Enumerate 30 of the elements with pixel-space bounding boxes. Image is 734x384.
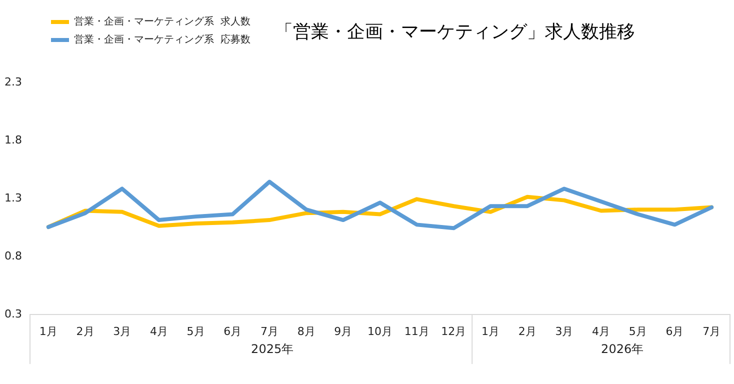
legend-label: 営業・企画・マーケティング系 求人数: [74, 16, 250, 28]
x-tick-label: 8月: [297, 325, 316, 338]
x-tick-label: 9月: [334, 325, 352, 338]
line-series: [46, 180, 714, 230]
text: 2025年: [251, 342, 294, 356]
x-tick-label: 2月: [76, 325, 94, 338]
x-tick-label: 5月: [628, 325, 647, 338]
text: 2026年: [601, 342, 644, 356]
y-tick-label: 0.8: [4, 250, 22, 262]
x-tick-label: 1月: [39, 325, 58, 338]
x-tick-label: 5月: [186, 325, 205, 338]
x-tick-label: 3月: [555, 325, 574, 338]
x-tick-label: 4月: [150, 325, 168, 338]
x-tick-label: 6月: [224, 325, 242, 338]
y-tick-label: 2.3: [4, 76, 22, 88]
x-tick-label: 7月: [260, 325, 278, 338]
legend-label: 営業・企画・マーケティング系 応募数: [74, 34, 250, 46]
x-tick-label: 7月: [702, 325, 721, 338]
x-tick-label: 2月: [518, 325, 536, 338]
x-tick-label: 6月: [666, 325, 684, 338]
x-tick-label: 1月: [482, 325, 500, 338]
chart-title: 「営業・企画・マーケティング」求人数推移: [275, 22, 635, 42]
y-tick-label: 1.8: [4, 134, 22, 146]
x-tick-label: 11月: [404, 325, 430, 338]
x-tick-label: 10月: [368, 325, 392, 338]
x-tick-label: 3月: [113, 325, 132, 338]
y-tick-label: 0.3: [4, 308, 22, 320]
y-tick-label: 1.3: [4, 192, 22, 204]
x-tick-label: 12月: [441, 325, 466, 338]
x-tick-label: 4月: [592, 325, 610, 338]
